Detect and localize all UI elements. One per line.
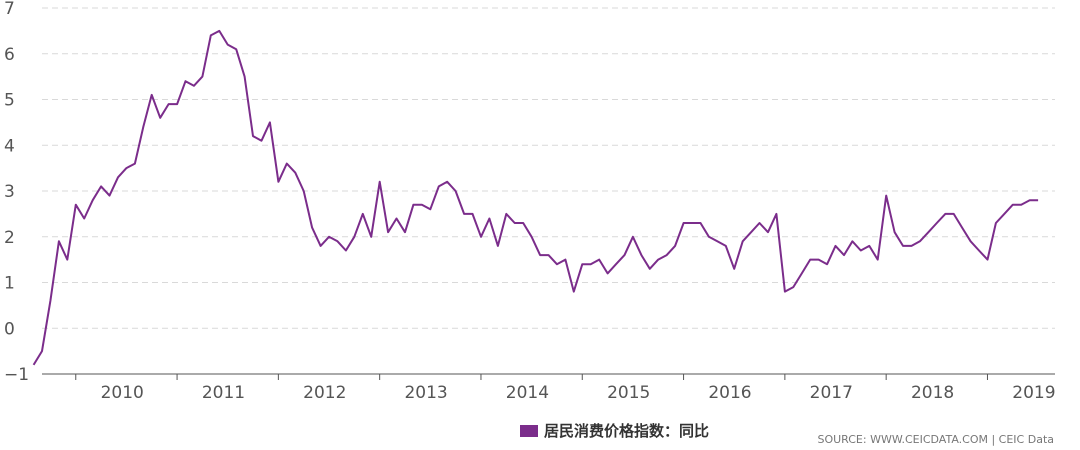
y-tick-label: 3 <box>4 182 15 202</box>
x-tick-label: 2016 <box>708 383 751 403</box>
legend: 居民消费价格指数：同比 <box>520 420 709 441</box>
x-tick-label: 2014 <box>506 383 549 403</box>
x-tick-label: 2017 <box>810 383 853 403</box>
y-tick-label: 5 <box>4 91 15 111</box>
series-line <box>32 29 1039 366</box>
y-tick-label: 6 <box>4 45 15 65</box>
x-tick-label: 2019 <box>1012 383 1055 403</box>
y-tick-label: 4 <box>4 136 15 156</box>
y-tick-label: 2 <box>4 228 15 248</box>
legend-label: 居民消费价格指数：同比 <box>544 422 710 440</box>
x-tick-label: 2012 <box>303 383 346 403</box>
x-tick-label: 2013 <box>404 383 447 403</box>
x-tick-label: 2015 <box>607 383 650 403</box>
x-tick-label: 2010 <box>101 383 144 403</box>
y-tick-label: 1 <box>4 274 15 294</box>
x-tick-label: 2011 <box>202 383 245 403</box>
y-tick-label: 7 <box>4 0 15 19</box>
legend-swatch <box>520 424 538 437</box>
source-note: SOURCE: WWW.CEICDATA.COM | CEIC Data <box>817 433 1054 446</box>
x-tick-label: 2018 <box>911 383 954 403</box>
y-tick-label: 0 <box>4 319 15 339</box>
y-tick-label: −1 <box>4 365 29 385</box>
